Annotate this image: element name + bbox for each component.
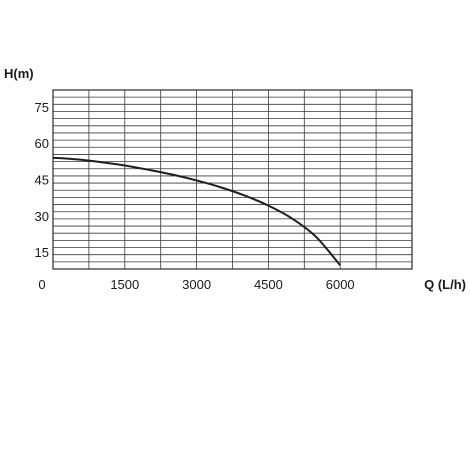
plot-frame (52, 89, 413, 270)
grid (53, 90, 412, 269)
y-tick-label: 15 (35, 245, 49, 260)
x-tick-label: 4500 (254, 277, 283, 292)
x-tick-label: 6000 (326, 277, 355, 292)
pump-curve-line (52, 156, 341, 267)
x-tick-label: 0 (38, 277, 45, 292)
x-axis-title: Q (L/h) (424, 277, 466, 292)
y-tick-label: 75 (35, 100, 49, 115)
y-tick-labels: 15 30 45 60 75 (35, 100, 49, 260)
y-tick-label: 60 (35, 136, 49, 151)
y-tick-label: 45 (35, 173, 49, 188)
x-tick-labels: 0 1500 3000 4500 6000 (38, 277, 354, 292)
y-axis-title: H(m) (4, 66, 34, 81)
x-tick-label: 3000 (182, 277, 211, 292)
y-tick-label: 30 (35, 209, 49, 224)
curve-group (52, 156, 341, 267)
x-tick-label: 1500 (110, 277, 139, 292)
